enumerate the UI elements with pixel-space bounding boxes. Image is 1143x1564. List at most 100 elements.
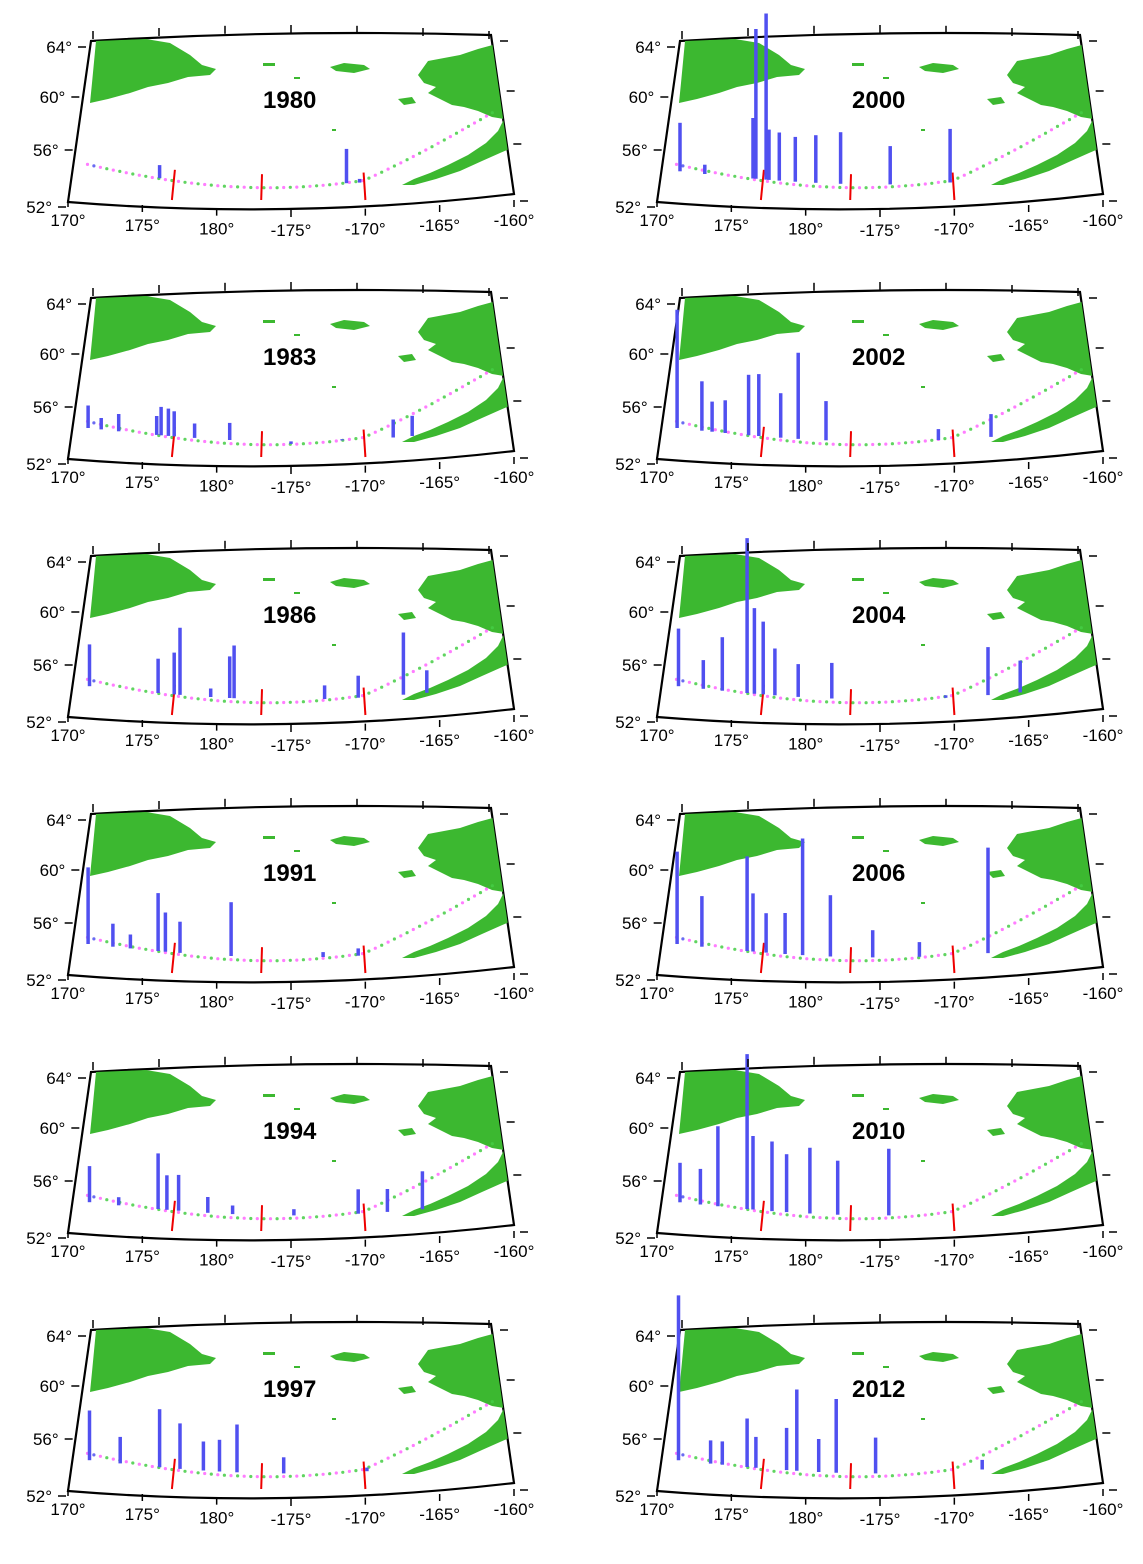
event-dot [733,947,737,951]
event-dot [448,135,452,139]
event-dot [720,172,724,176]
event-dot [1043,1162,1048,1166]
event-dot [772,437,776,441]
lon-tick-label: -165° [1008,216,1049,235]
event-dot [268,1475,273,1479]
event-dot [144,689,148,693]
lon-tick-label: 175° [714,1247,749,1266]
event-dot [490,1142,494,1146]
event-dot [765,1210,770,1214]
event-dot [118,684,122,688]
event-dot [405,1189,409,1193]
event-dot [674,1193,679,1197]
event-dot [981,1195,985,1199]
event-dot [85,162,90,166]
event-dot [1025,398,1029,402]
event-dot [242,958,246,962]
lat-tick-label: 64° [46,295,72,314]
event-dot [871,185,875,190]
event-dot [373,946,377,950]
event-dot [347,180,351,184]
event-dot [131,1461,135,1465]
event-dot [975,1456,979,1460]
event-dot [105,167,109,171]
lon-tick-label: 180° [788,1251,823,1270]
lon-tick-label: -170° [934,220,975,239]
land-small-island [921,1418,925,1420]
event-dot [137,1204,141,1208]
event-dot [222,1215,226,1219]
event-dot [196,1213,200,1217]
event-dot [295,958,299,962]
event-dot [969,943,973,947]
event-dot [910,698,914,702]
event-dot [851,959,855,963]
event-dot [392,1453,396,1457]
event-dot [1037,392,1041,396]
event-dot [484,114,488,118]
event-dot [118,169,122,173]
map-panel-2012: 2012 64° 60° 56° 52°170° 175° 180° -175° -170° -1… [615,1295,1123,1529]
event-dot [436,398,440,402]
event-dot [98,680,102,684]
event-dot [798,956,802,960]
land-chukotka [679,39,805,103]
land-small-island [852,1352,864,1355]
event-dot [1073,629,1077,633]
land-st-lawrence-island [919,836,959,846]
event-dot [111,1199,115,1203]
lon-tick-label: 170° [50,726,85,745]
event-dot [720,1203,724,1207]
lon-tick-label: -175° [271,736,312,755]
lat-tick-label: 52° [615,1487,641,1506]
event-dot [857,186,862,190]
lon-tick-label: -165° [1008,473,1049,492]
event-dot [460,385,465,389]
event-dot [242,700,246,704]
event-dot [733,689,737,693]
event-dot [183,1469,187,1473]
event-dot [969,685,973,689]
event-dot [236,700,240,704]
event-dot [190,696,194,700]
event-dot [1000,1185,1004,1190]
event-dot [818,185,822,189]
event-dot [170,1467,174,1472]
event-dot [674,162,679,166]
event-dot [943,953,947,957]
land-nunivak-island [987,354,1005,362]
event-dot [183,695,187,699]
event-dot [811,1473,815,1477]
segment-divider-line [260,174,263,201]
event-dot [392,1195,396,1199]
event-dot [301,185,305,189]
event-dot [454,388,459,392]
lon-tick-label: -160° [1083,211,1124,230]
event-dot [399,161,403,165]
event-dot [969,1201,973,1205]
event-dot [216,957,220,961]
lon-tick-label: -175° [271,1252,312,1271]
lon-tick-label: -170° [345,1509,386,1528]
land-small-island [263,1094,275,1097]
event-dot [917,183,921,187]
segment-divider-line [170,1458,176,1490]
lon-tick-label: -175° [271,1510,312,1529]
event-dot [1073,887,1077,891]
segment-divider-line [759,942,765,974]
land-small-island [921,386,925,388]
event-dot [176,179,181,183]
lat-tick-label: 56° [622,398,648,417]
event-dot [399,1450,403,1454]
event-dot [884,700,888,704]
event-dot [871,1474,875,1479]
event-dot [1007,408,1011,412]
event-dot [222,441,226,445]
segment-divider-line [362,1203,367,1232]
event-dot [904,957,908,961]
event-dot [373,1462,377,1466]
event-dot [792,439,796,444]
event-dot [308,441,312,445]
event-dot [334,955,338,959]
event-dot [288,700,292,704]
